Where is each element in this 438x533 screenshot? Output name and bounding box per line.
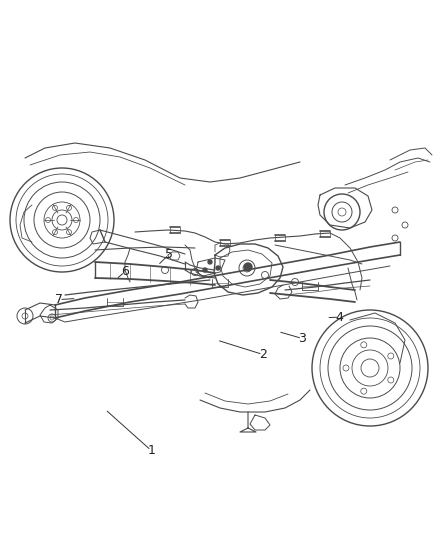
Text: 4: 4 <box>336 311 343 324</box>
Text: 3: 3 <box>298 332 306 345</box>
Circle shape <box>216 266 220 270</box>
Text: 1: 1 <box>147 444 155 457</box>
Circle shape <box>244 263 252 271</box>
Text: 2: 2 <box>259 348 267 361</box>
Text: 6: 6 <box>121 265 129 278</box>
Text: 5: 5 <box>165 248 173 261</box>
Text: 7: 7 <box>55 293 63 306</box>
Circle shape <box>208 260 212 264</box>
Circle shape <box>203 268 207 272</box>
